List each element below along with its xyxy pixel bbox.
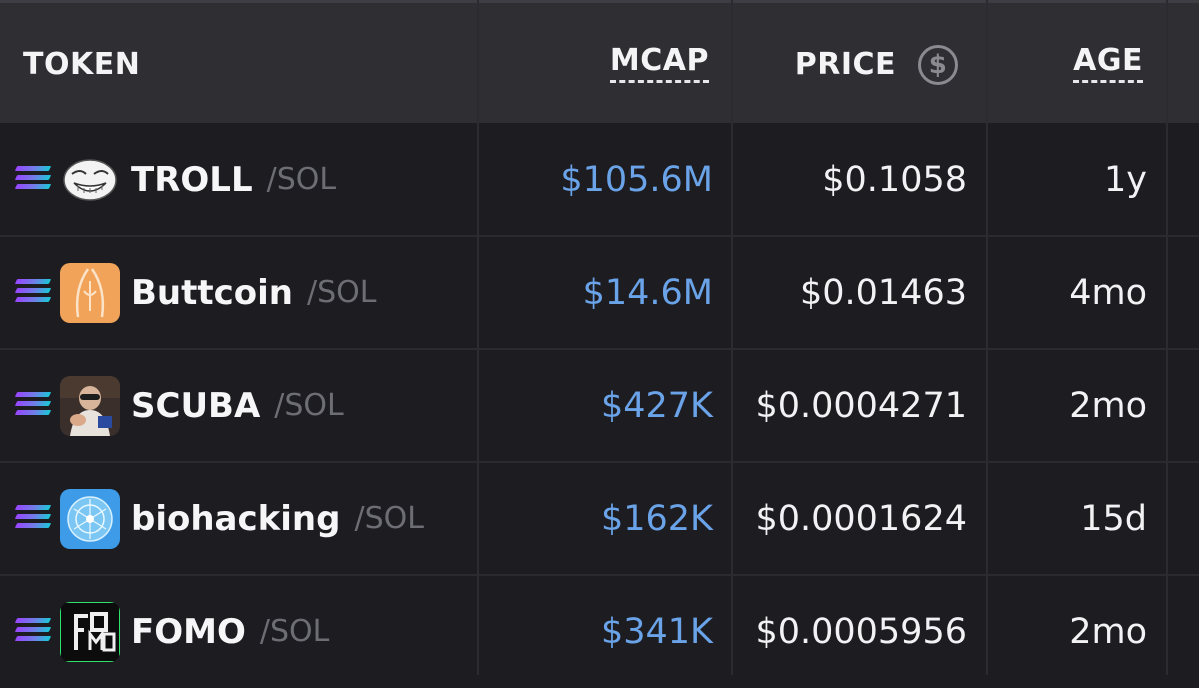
token-symbol: SCUBA bbox=[131, 385, 261, 426]
column-divider bbox=[1166, 0, 1168, 675]
token-symbol: biohacking bbox=[131, 498, 341, 539]
solana-icon bbox=[14, 166, 52, 192]
table-row[interactable]: FOMO /SOL $341K $0.0005956 2mo bbox=[0, 575, 1199, 688]
age-value: 4mo bbox=[1069, 272, 1147, 313]
table-row[interactable]: biohacking /SOL $162K $0.0001624 15d bbox=[0, 462, 1199, 575]
column-header-price[interactable]: PRICE $ bbox=[795, 3, 958, 126]
table-row[interactable]: Buttcoin /SOL $14.6M $0.01463 4mo bbox=[0, 236, 1199, 349]
table-row[interactable]: TROLL /SOL $105.6M $0.1058 1y bbox=[0, 123, 1199, 236]
table-row[interactable]: SCUBA /SOL $427K $0.0004271 2mo bbox=[0, 349, 1199, 462]
token-pair: /SOL bbox=[259, 614, 330, 649]
row-divider bbox=[0, 574, 1199, 576]
column-divider bbox=[477, 0, 479, 675]
column-divider bbox=[731, 0, 733, 675]
solana-icon bbox=[14, 618, 52, 644]
market-cap-value: $427K bbox=[600, 385, 713, 426]
market-cap-value: $341K bbox=[600, 611, 713, 652]
token-pair: /SOL bbox=[307, 275, 377, 310]
usd-currency-toggle-icon[interactable]: $ bbox=[918, 44, 958, 85]
age-value: 2mo bbox=[1069, 385, 1147, 426]
market-cap-value: $105.6M bbox=[560, 159, 713, 200]
column-header-age-label: AGE bbox=[1073, 46, 1143, 83]
column-header-age[interactable]: AGE bbox=[1073, 3, 1143, 126]
price-value: $0.01463 bbox=[799, 272, 967, 313]
price-value: $0.1058 bbox=[822, 159, 967, 200]
token-name[interactable]: SCUBA /SOL bbox=[131, 349, 344, 462]
column-header-mcap[interactable]: MCAP bbox=[609, 3, 709, 126]
market-cap-value: $162K bbox=[600, 498, 713, 539]
age-value: 1y bbox=[1104, 159, 1147, 200]
scuba-photo-logo bbox=[60, 376, 120, 436]
row-divider bbox=[0, 348, 1199, 350]
solana-icon bbox=[14, 279, 52, 305]
column-header-price-label: PRICE bbox=[794, 47, 896, 82]
token-name[interactable]: FOMO /SOL bbox=[131, 575, 329, 688]
age-value: 2mo bbox=[1069, 611, 1147, 652]
token-pair: /SOL bbox=[266, 162, 337, 197]
market-cap-value: $14.6M bbox=[582, 272, 713, 313]
column-divider bbox=[986, 0, 988, 675]
price-value: $0.0004271 bbox=[755, 385, 967, 426]
column-header-token[interactable]: TOKEN bbox=[23, 3, 140, 126]
row-divider bbox=[0, 235, 1199, 237]
age-value: 15d bbox=[1080, 498, 1147, 539]
token-symbol: TROLL bbox=[131, 159, 253, 200]
token-pair: /SOL bbox=[274, 388, 344, 423]
token-pair: /SOL bbox=[354, 501, 424, 536]
troll-face-logo bbox=[60, 150, 120, 210]
biohacking-logo bbox=[60, 489, 120, 549]
token-name[interactable]: Buttcoin /SOL bbox=[131, 236, 376, 349]
token-symbol: Buttcoin bbox=[131, 272, 293, 313]
price-value: $0.0005956 bbox=[755, 611, 967, 652]
column-header-token-label: TOKEN bbox=[23, 47, 141, 82]
buttcoin-logo bbox=[60, 263, 120, 323]
token-symbol: FOMO bbox=[131, 611, 246, 652]
price-value: $0.0001624 bbox=[755, 498, 967, 539]
solana-icon bbox=[14, 392, 52, 418]
row-divider bbox=[0, 461, 1199, 463]
fomo-logo bbox=[60, 602, 120, 662]
token-name[interactable]: biohacking /SOL bbox=[131, 462, 424, 575]
table-header: TOKEN MCAP PRICE $ AGE bbox=[0, 0, 1199, 123]
token-name[interactable]: TROLL /SOL bbox=[131, 123, 336, 236]
solana-icon bbox=[14, 505, 52, 531]
column-header-mcap-label: MCAP bbox=[609, 46, 709, 83]
